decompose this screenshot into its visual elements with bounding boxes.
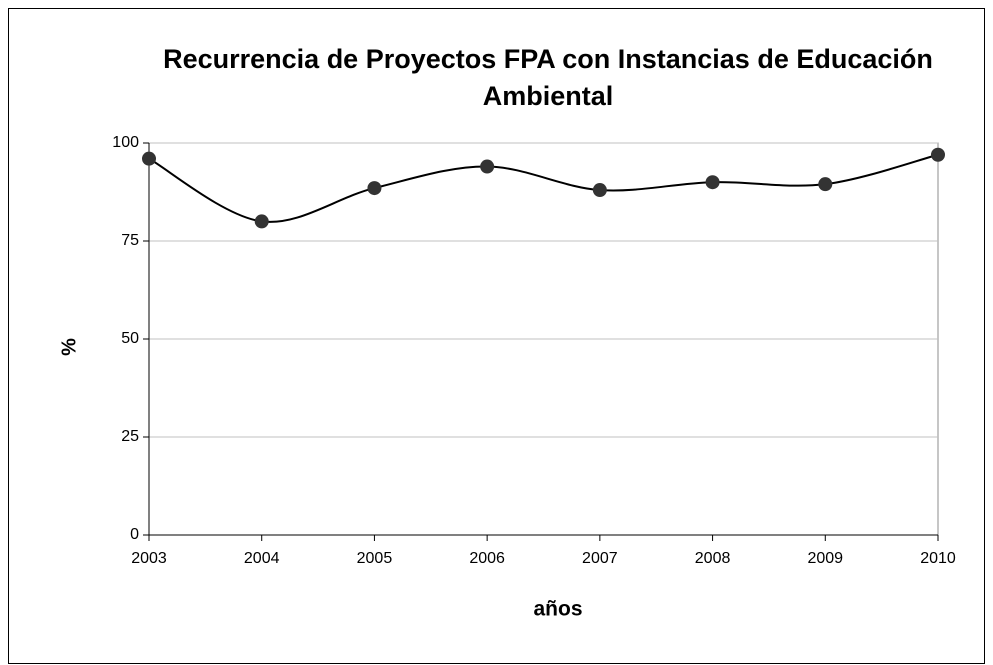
x-tick-label: 2007 xyxy=(582,550,618,567)
x-axis-label: años xyxy=(533,598,582,621)
chart-title: Recurrencia de Proyectos FPA con Instanc… xyxy=(163,44,933,111)
y-tick-label: 50 xyxy=(121,330,139,347)
marker xyxy=(705,175,720,190)
y-axis-label: % xyxy=(58,338,80,356)
y-tick-label: 75 xyxy=(121,232,139,249)
x-tick-label: 2005 xyxy=(357,550,393,567)
y-tick-label: 0 xyxy=(130,526,139,543)
y-tick-label: 25 xyxy=(121,428,139,445)
x-tick-label: 2003 xyxy=(131,550,167,567)
marker xyxy=(480,159,495,174)
x-tick-label: 2006 xyxy=(469,550,505,567)
marker xyxy=(592,183,607,198)
marker xyxy=(818,177,833,192)
marker xyxy=(367,181,382,196)
x-tick-label: 2004 xyxy=(244,550,280,567)
x-tick-label: 2009 xyxy=(807,550,843,567)
y-tick-label: 100 xyxy=(112,134,139,151)
marker xyxy=(931,147,945,162)
x-tick-label: 2008 xyxy=(695,550,731,567)
x-tick-label: 2010 xyxy=(920,550,956,567)
marker xyxy=(142,151,156,166)
marker xyxy=(254,214,269,229)
